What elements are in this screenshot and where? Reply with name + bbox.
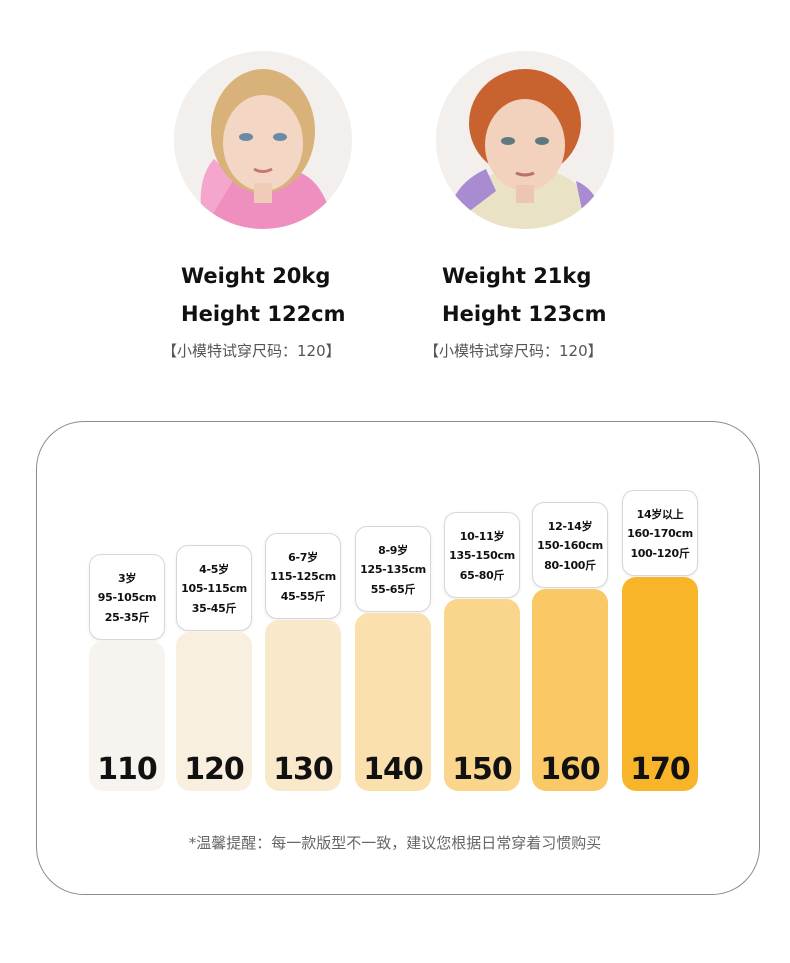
size-tag-160: 12-14岁 150-160cm 80-100斤 xyxy=(532,502,608,588)
size-tag-130: 6-7岁 115-125cm 45-55斤 xyxy=(265,533,341,619)
size-label: 140 xyxy=(363,752,424,787)
size-weight-range: 35-45斤 xyxy=(191,601,237,615)
size-tag-170: 14岁以上 160-170cm 100-120斤 xyxy=(622,490,698,576)
size-weight-range: 25-35斤 xyxy=(104,610,150,624)
size-bar-110: 110 xyxy=(89,641,165,791)
size-bar-160: 160 xyxy=(532,589,608,791)
size-age: 14岁以上 xyxy=(636,507,684,521)
boy-size-note: 【小模特试穿尺码：120】 xyxy=(424,342,603,360)
size-weight-range: 45-55斤 xyxy=(280,589,326,603)
girl-height: Height 122cm xyxy=(181,302,346,326)
size-bar-120: 120 xyxy=(176,632,252,791)
size-height-range: 105-115cm xyxy=(181,581,247,595)
size-height-range: 160-170cm xyxy=(627,526,693,540)
size-bar-130: 130 xyxy=(265,620,341,791)
size-label: 120 xyxy=(184,752,245,787)
size-bar-170: 170 xyxy=(622,577,698,791)
size-weight-range: 80-100斤 xyxy=(544,558,596,572)
size-label: 170 xyxy=(630,752,691,787)
size-bar-140: 140 xyxy=(355,613,431,791)
size-tag-120: 4-5岁 105-115cm 35-45斤 xyxy=(176,545,252,631)
size-weight-range: 100-120斤 xyxy=(630,546,690,560)
size-height-range: 115-125cm xyxy=(270,569,336,583)
size-label: 150 xyxy=(452,752,513,787)
size-height-range: 150-160cm xyxy=(537,538,603,552)
size-height-range: 135-150cm xyxy=(449,548,515,562)
girl-model-photo xyxy=(174,51,352,229)
size-age: 6-7岁 xyxy=(288,550,318,564)
girl-weight: Weight 20kg xyxy=(181,264,331,288)
size-age: 4-5岁 xyxy=(199,562,229,576)
size-age: 3岁 xyxy=(117,571,137,585)
size-height-range: 125-135cm xyxy=(360,562,426,576)
girl-size-note: 【小模特试穿尺码：120】 xyxy=(162,342,341,360)
boy-weight: Weight 21kg xyxy=(442,264,592,288)
boy-height: Height 123cm xyxy=(442,302,607,326)
size-weight-range: 55-65斤 xyxy=(370,582,416,596)
size-label: 130 xyxy=(273,752,334,787)
footnote: *温馨提醒：每一款版型不一致，建议您根据日常穿着习惯购买 xyxy=(188,834,602,852)
size-age: 8-9岁 xyxy=(378,543,408,557)
size-height-range: 95-105cm xyxy=(97,590,157,604)
size-tag-150: 10-11岁 135-150cm 65-80斤 xyxy=(444,512,520,598)
size-age: 12-14岁 xyxy=(547,519,593,533)
size-label: 160 xyxy=(540,752,601,787)
size-label: 110 xyxy=(97,752,158,787)
size-weight-range: 65-80斤 xyxy=(459,568,505,582)
size-tag-140: 8-9岁 125-135cm 55-65斤 xyxy=(355,526,431,612)
boy-model-photo xyxy=(436,51,614,229)
size-bar-150: 150 xyxy=(444,599,520,791)
size-tag-110: 3岁 95-105cm 25-35斤 xyxy=(89,554,165,640)
size-age: 10-11岁 xyxy=(459,529,505,543)
